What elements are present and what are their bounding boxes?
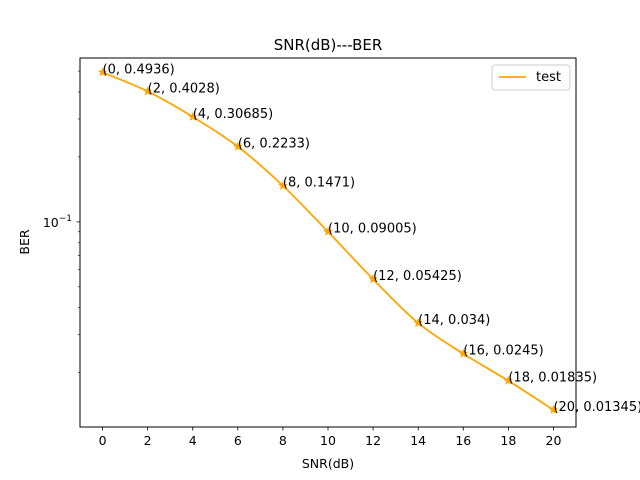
x-tick-label: 8 (279, 433, 287, 448)
data-point-marker (97, 67, 108, 77)
data-point-marker (413, 317, 424, 328)
chart-title: SNR(dB)---BER (274, 36, 383, 54)
x-axis-label: SNR(dB) (302, 456, 354, 471)
data-point-label: (8, 0.1471) (283, 176, 355, 191)
data-point-marker (548, 404, 559, 415)
data-point-marker (142, 86, 153, 96)
data-point-label: (0, 0.4936) (103, 62, 175, 77)
data-point-marker (187, 111, 198, 122)
x-tick-label: 6 (234, 433, 242, 448)
data-point-label: (2, 0.4028) (148, 81, 220, 96)
plot-area (80, 58, 576, 427)
data-point-marker (458, 348, 469, 358)
annotation-layer: (0, 0.4936) (2, 0.4028) (4, 0.30685) (6, 0.… (103, 62, 640, 415)
x-tick-label: 4 (189, 433, 197, 448)
data-point-label: (6, 0.2233) (238, 137, 310, 152)
x-tick-label: 2 (144, 433, 152, 448)
data-point-label: (16, 0.0245) (463, 344, 543, 359)
y-tick-label: 10−1 (43, 214, 72, 230)
data-point-marker (503, 375, 514, 385)
data-point-label: (12, 0.05425) (373, 269, 462, 284)
x-tick-label: 14 (410, 433, 426, 448)
data-point-marker (277, 180, 288, 190)
data-point-label: (10, 0.09005) (328, 222, 417, 237)
data-point-marker (323, 226, 333, 236)
y-tick-exponent: −1 (59, 214, 72, 224)
x-tick-label: 10 (320, 433, 336, 448)
data-point-label: (18, 0.01835) (508, 371, 597, 386)
y-axis-label: BER (17, 229, 32, 254)
x-tick-label: 20 (546, 433, 562, 448)
data-point-marker (232, 141, 243, 151)
x-axis-ticks: 0 2 4 6 8 10 12 14 16 18 20 (99, 427, 562, 448)
series-layer (97, 67, 559, 415)
data-point-label: (14, 0.034) (418, 313, 490, 328)
y-tick-base: 10 (43, 215, 59, 230)
data-point-label: (20, 0.01345) (553, 400, 640, 415)
legend-box (491, 64, 571, 91)
x-tick-label: 16 (455, 433, 471, 448)
x-tick-label: 18 (500, 433, 516, 448)
x-tick-label: 12 (365, 433, 381, 448)
data-point-label: (4, 0.30685) (193, 107, 273, 122)
x-tick-label: 0 (99, 433, 107, 448)
data-point-marker (368, 273, 379, 284)
y-axis-ticks: 10−1 (43, 70, 80, 373)
legend: test (491, 64, 571, 91)
legend-label: test (536, 70, 561, 85)
